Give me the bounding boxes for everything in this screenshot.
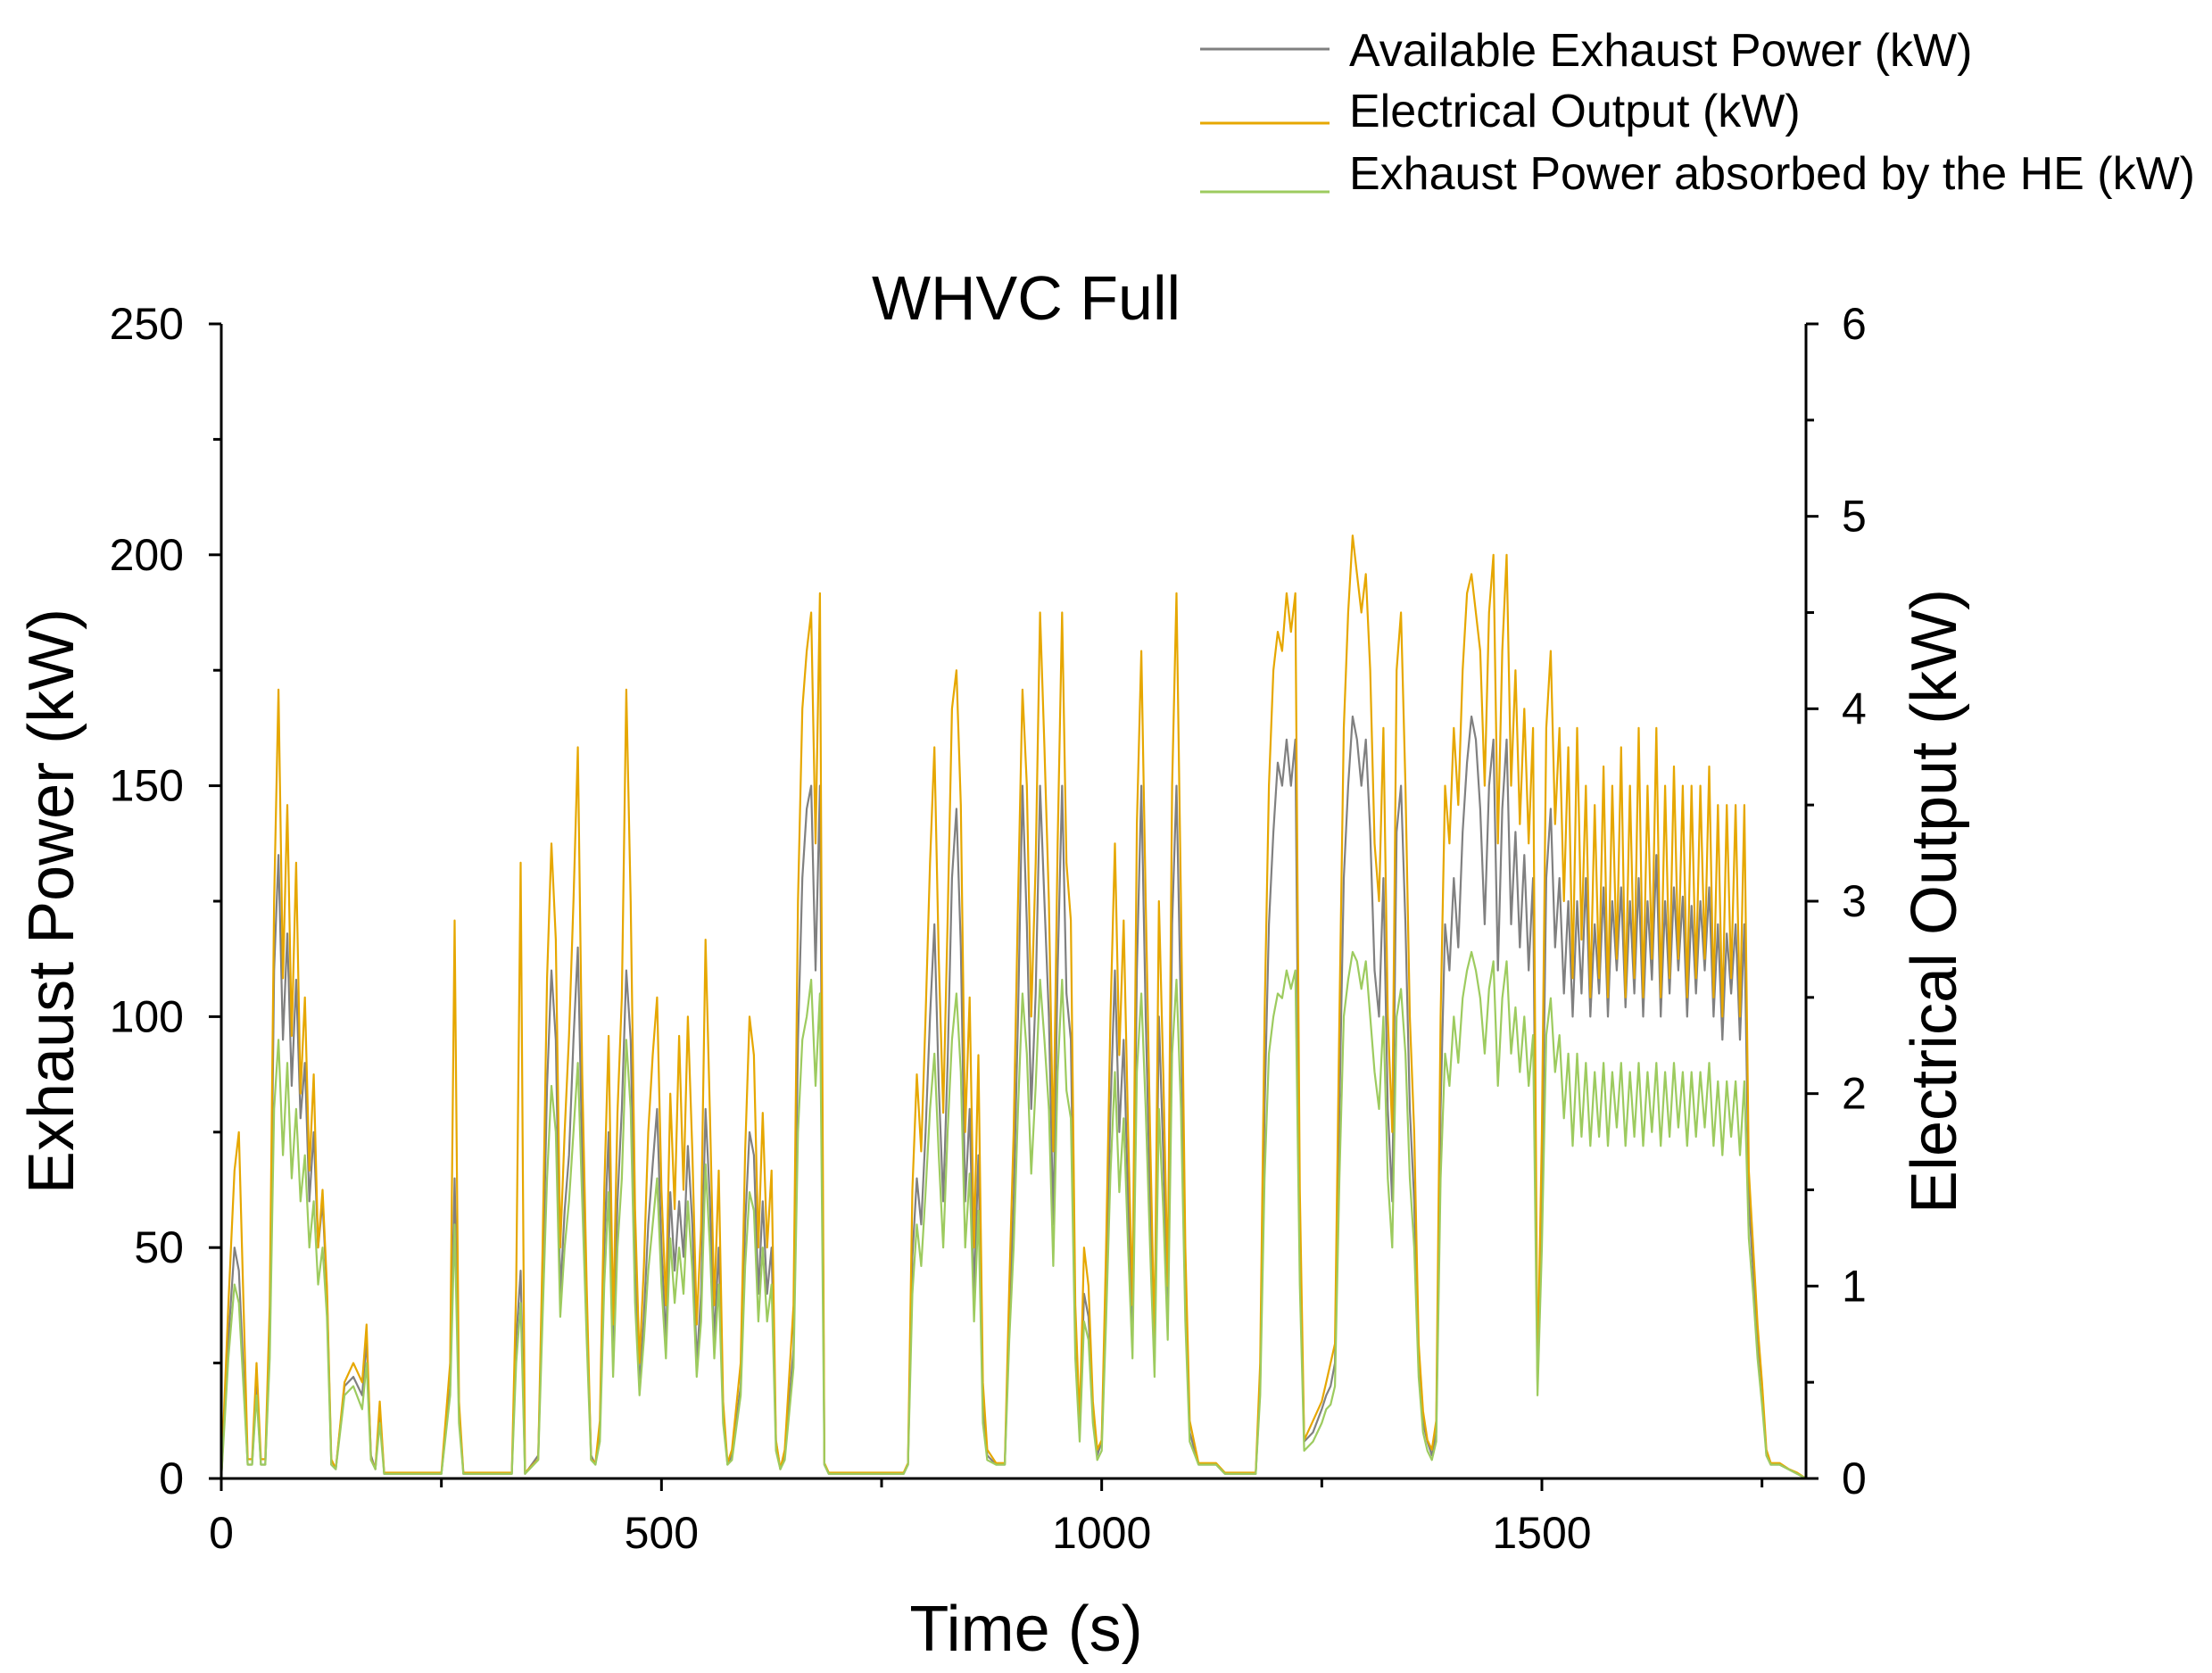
chart-title: WHVC Full (872, 263, 1181, 333)
y2-tick-label: 4 (1842, 683, 1867, 733)
x-tick-label: 500 (625, 1508, 699, 1558)
y-ticks: 0 50 100 150 200 250 (110, 299, 221, 1503)
y-tick-label: 50 (134, 1222, 184, 1272)
legend-label-absorbed-power: Exhaust Power absorbed by the HE (kW) (1349, 148, 2195, 200)
legend: Available Exhaust Power (kW) Electrical … (1200, 25, 2195, 200)
y2-tick-label: 3 (1842, 876, 1867, 926)
legend-label-electrical-output: Electrical Output (kW) (1349, 86, 1801, 137)
y2-tick-label: 5 (1842, 492, 1867, 542)
y2-tick-label: 6 (1842, 299, 1867, 349)
y2-tick-label: 2 (1842, 1069, 1867, 1119)
y2-axis-title: Electrical Output (kW) (1899, 589, 1970, 1213)
x-axis-title: Time (s) (909, 1594, 1142, 1665)
x-tick-label: 1000 (1052, 1508, 1151, 1558)
y2-tick-label: 0 (1842, 1454, 1867, 1503)
y2-ticks: 0 1 2 3 4 5 6 (1806, 299, 1867, 1503)
y2-tick-label: 1 (1842, 1261, 1867, 1311)
y-tick-label: 0 (159, 1454, 184, 1503)
series-absorbed-exhaust-power (220, 950, 1807, 1479)
plot-series (220, 534, 1807, 1479)
legend-label-available-exhaust: Available Exhaust Power (kW) (1349, 25, 1972, 77)
x-ticks: 0 500 1000 1500 (209, 1478, 1764, 1558)
x-tick-label: 1500 (1492, 1508, 1591, 1558)
y-tick-label: 200 (110, 530, 184, 580)
y-tick-label: 150 (110, 761, 184, 811)
x-tick-label: 0 (209, 1508, 234, 1558)
y-tick-label: 250 (110, 299, 184, 349)
series-electrical-output (220, 534, 1807, 1479)
y-axis-title: Exhaust Power (kW) (16, 609, 87, 1194)
y-tick-label: 100 (110, 991, 184, 1041)
